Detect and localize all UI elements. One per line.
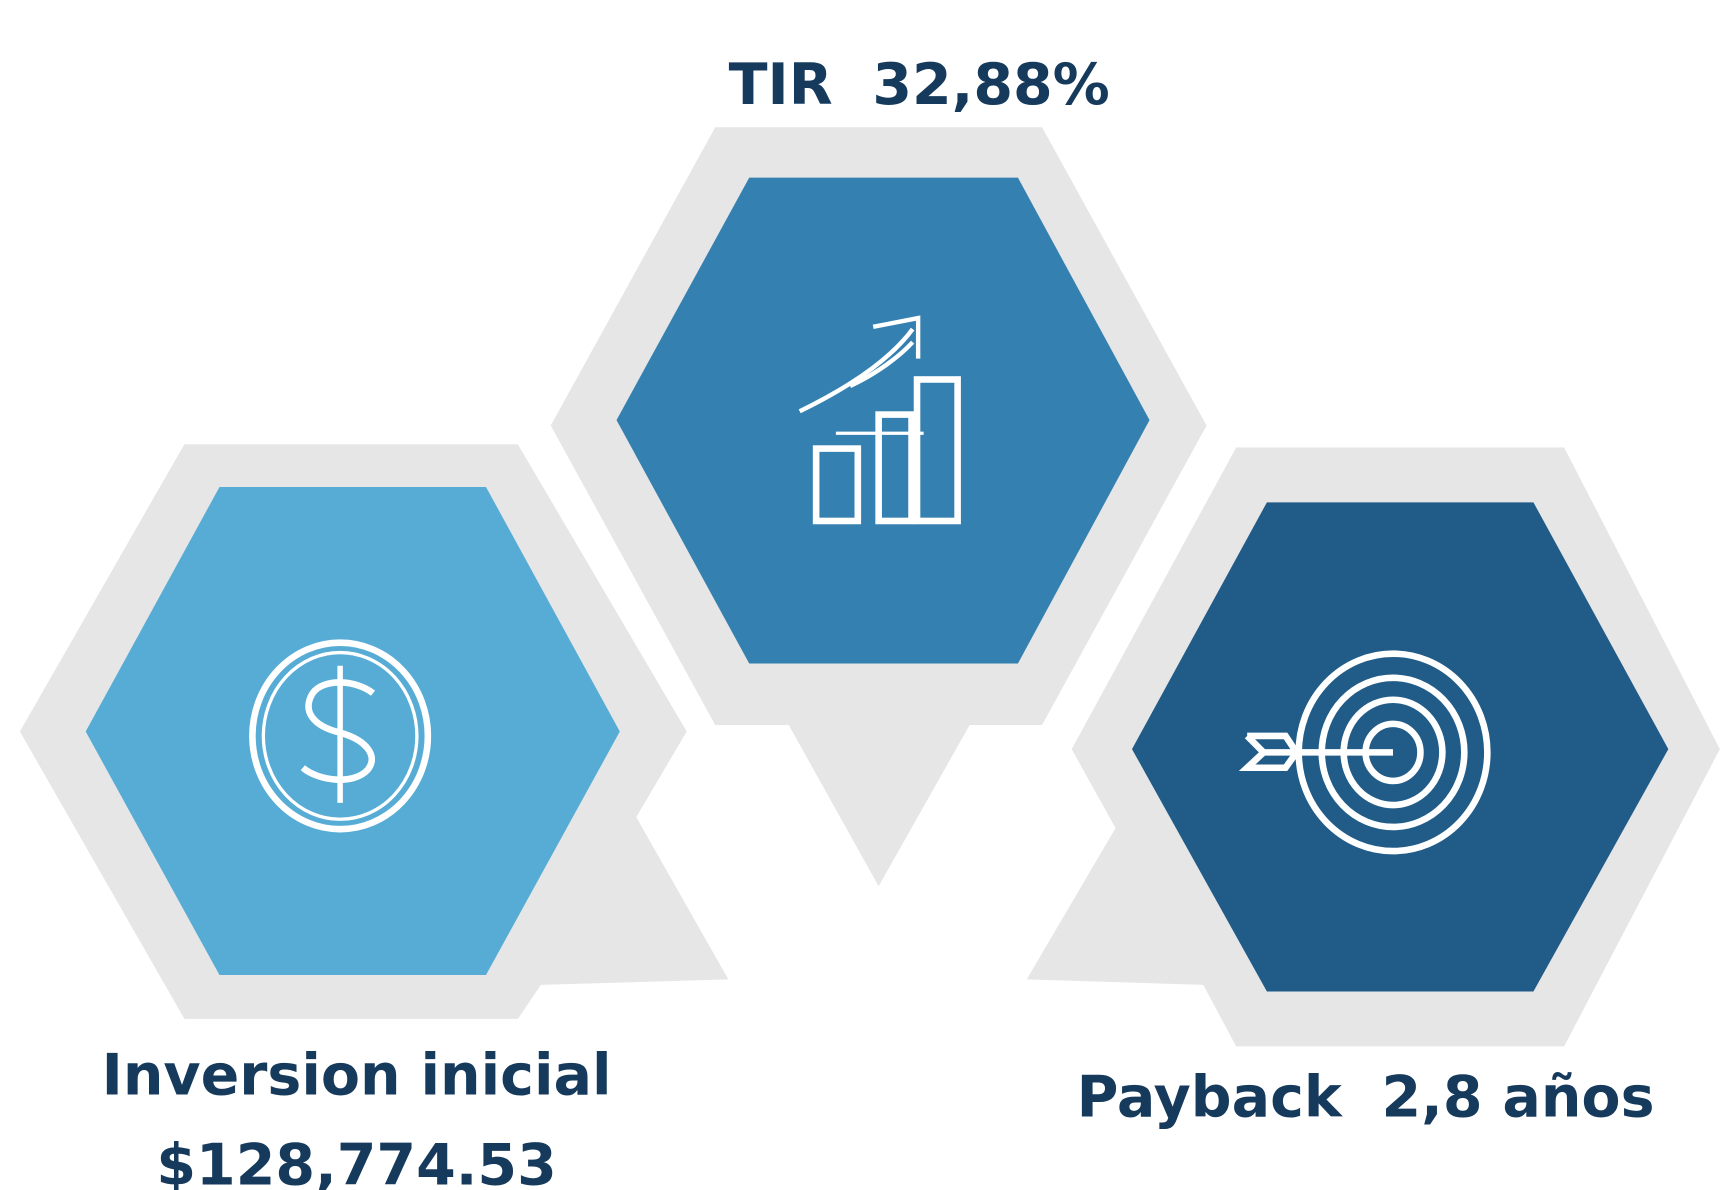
metric-value: $128,774.53	[156, 1133, 556, 1190]
hexagon	[616, 177, 1150, 664]
growth-icon	[798, 315, 961, 525]
hexagon	[1132, 502, 1669, 992]
dollar-icon	[249, 639, 432, 833]
hexagon	[85, 486, 620, 976]
metric-label: Payback 2,8 años	[1077, 1065, 1655, 1131]
target-icon	[1238, 650, 1491, 855]
metric-label: Inversion inicial	[102, 1043, 612, 1109]
metric-label: TIR 32,88%	[729, 52, 1110, 118]
